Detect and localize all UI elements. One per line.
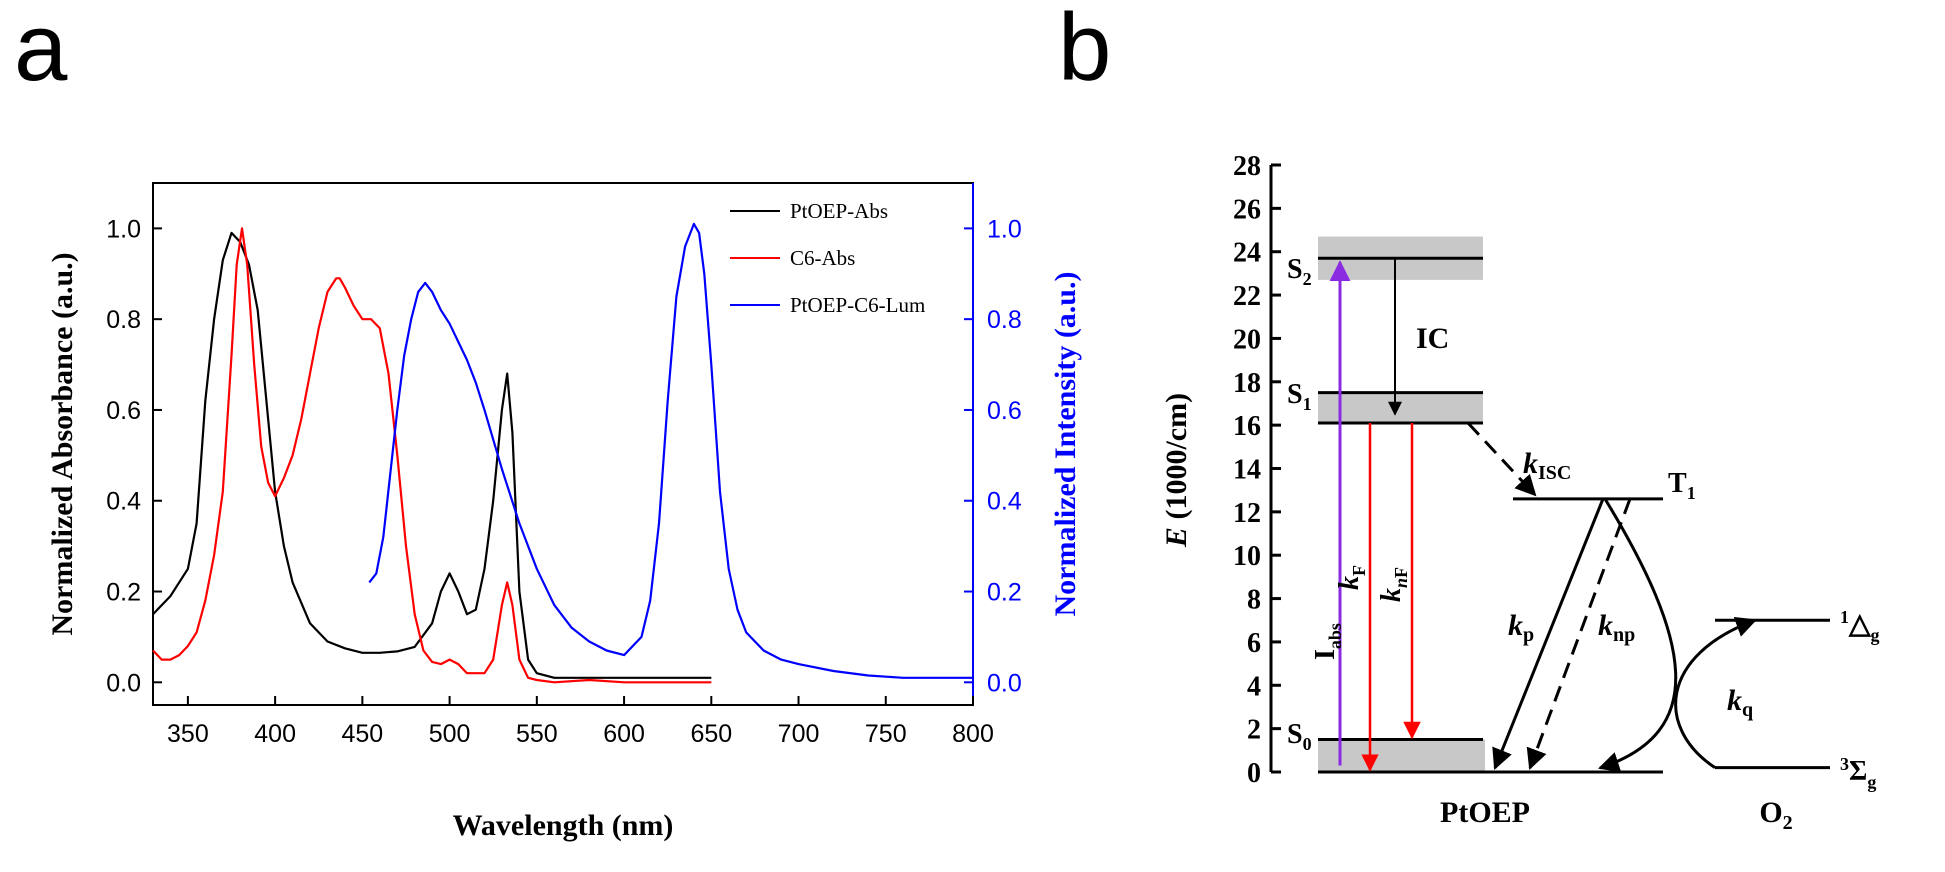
- kq-label: kq: [1727, 684, 1753, 721]
- chart-a-y-axis-title: Normalized Absorbance (a.u.): [46, 252, 79, 635]
- legend-label-c6-abs: C6-Abs: [790, 246, 855, 270]
- s0-label: S0: [1287, 719, 1312, 754]
- diagram-b-y-axis-title: E (1000/cm): [1160, 393, 1193, 548]
- x-tick-label-750: 750: [865, 720, 907, 748]
- kisc-label: kISC: [1523, 447, 1571, 484]
- chart-a-x-ticks: 350 400 450 500 550 600 650 700 750 800: [167, 696, 994, 748]
- x-tick-label-800: 800: [952, 720, 994, 748]
- molecule-label: PtOEP: [1440, 796, 1530, 829]
- chart-a-legend: PtOEP-Abs C6-Abs PtOEP-C6-Lum: [730, 199, 925, 317]
- e-tick-label-2: 2: [1247, 715, 1261, 746]
- y-tick-label-0: 0.0: [106, 669, 141, 697]
- e-tick-label-20: 20: [1233, 324, 1261, 355]
- nonradiative-phosphorescence-arrow: [1526, 498, 1632, 770]
- x-tick-label-650: 650: [690, 720, 732, 748]
- e-tick-label-6: 6: [1247, 628, 1261, 659]
- e-tick-label-10: 10: [1233, 541, 1261, 572]
- e-tick-label-8: 8: [1247, 585, 1261, 616]
- e-tick-label-16: 16: [1233, 411, 1261, 442]
- right-y-tick-label-1: 0.2: [987, 579, 1022, 607]
- right-y-tick-label-2: 0.4: [987, 488, 1022, 516]
- e-tick-label-22: 22: [1233, 281, 1261, 312]
- y-tick-label-4: 0.8: [106, 306, 141, 334]
- x-tick-label-450: 450: [342, 720, 384, 748]
- iabs-label: Iabs: [1310, 623, 1345, 660]
- chart-a-y-ticks: 0.0 0.2 0.4 0.6 0.8 1.0: [106, 215, 162, 697]
- legend-label-ptoep-c6-lum: PtOEP-C6-Lum: [790, 293, 925, 317]
- series-line-c6-abs: [152, 227, 712, 684]
- chart-a-right-y-axis-title: Normalized Intensity (a.u.): [1049, 272, 1082, 617]
- e-tick-label-0: 0: [1247, 758, 1261, 789]
- e-tick-label-18: 18: [1233, 368, 1261, 399]
- x-tick-label-700: 700: [778, 720, 820, 748]
- kp-label: kp: [1508, 609, 1534, 646]
- right-y-tick-label-4: 0.8: [987, 306, 1022, 334]
- x-tick-label-550: 550: [516, 720, 558, 748]
- e-tick-label-4: 4: [1247, 671, 1261, 702]
- chart-a-right-y-ticks: 0.0 0.2 0.4 0.6 0.8 1.0: [964, 215, 1022, 697]
- x-tick-label-600: 600: [603, 720, 645, 748]
- kf-label: kF: [1334, 565, 1369, 590]
- panel-a-label: a: [14, 0, 68, 101]
- y-tick-label-2: 0.4: [106, 488, 141, 516]
- quenching-curve-to-o2: [1674, 616, 1757, 769]
- e-tick-label-24: 24: [1233, 238, 1261, 269]
- right-y-tick-label-0: 0.0: [987, 669, 1022, 697]
- s0-band: [1318, 739, 1485, 772]
- e-tick-label-28: 28: [1233, 151, 1261, 182]
- s1-band: [1318, 392, 1483, 423]
- o2-singlet-label: 1△g: [1840, 607, 1880, 645]
- ic-label: IC: [1416, 322, 1449, 355]
- o2-label: O2: [1759, 796, 1792, 834]
- y-tick-label-1: 0.2: [106, 579, 141, 607]
- quenching-curve-to-s0: [1598, 498, 1678, 773]
- legend-label-ptoep-abs: PtOEP-Abs: [790, 199, 888, 223]
- chart-a-x-axis-title: Wavelength (nm): [453, 809, 674, 842]
- t1-label: T1: [1668, 468, 1696, 503]
- right-y-tick-label-3: 0.6: [987, 397, 1022, 425]
- right-y-tick-label-5: 1.0: [987, 215, 1022, 243]
- s2-label: S2: [1287, 254, 1312, 289]
- o2-triplet-label: 3Σg: [1840, 754, 1876, 792]
- y-tick-label-5: 1.0: [106, 215, 141, 243]
- series-line-ptoep-abs: [152, 231, 712, 679]
- e-tick-label-26: 26: [1233, 194, 1261, 225]
- x-tick-label-400: 400: [254, 720, 296, 748]
- series-line-ptoep-c6-lum: [368, 222, 973, 679]
- panel-b-label: b: [1058, 0, 1112, 101]
- s1-label: S1: [1287, 379, 1312, 414]
- e-tick-label-14: 14: [1233, 455, 1261, 486]
- chart-a-series: [152, 222, 973, 684]
- phosphorescence-arrow: [1492, 498, 1605, 770]
- knp-label: knp: [1598, 609, 1635, 646]
- intersystem-crossing-arrow: [1466, 421, 1537, 497]
- y-tick-label-3: 0.6: [106, 397, 141, 425]
- x-tick-label-500: 500: [429, 720, 471, 748]
- x-tick-label-350: 350: [167, 720, 209, 748]
- knf-label: knF: [1376, 567, 1411, 602]
- e-tick-label-12: 12: [1233, 498, 1261, 529]
